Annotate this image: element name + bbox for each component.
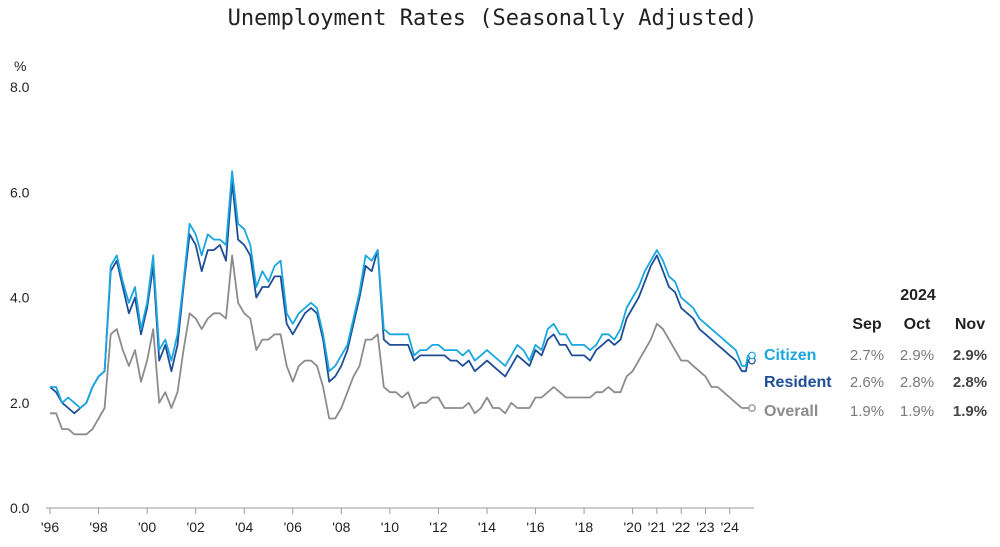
data-label-citizen: 2.9% — [900, 347, 934, 364]
x-tick-label: '98 — [89, 519, 107, 535]
x-tick-label: '08 — [332, 519, 350, 535]
table-month-header: Nov — [955, 316, 985, 333]
data-label-citizen: 2.7% — [850, 347, 884, 364]
x-tick-label: '21 — [648, 519, 666, 535]
x-tick-label: '04 — [235, 519, 253, 535]
x-tick-label: '96 — [41, 519, 59, 535]
data-label-resident: 2.8% — [900, 374, 934, 391]
x-tick-label: '00 — [138, 519, 156, 535]
data-label-overall: 1.9% — [850, 403, 884, 420]
x-tick-label: '06 — [284, 519, 302, 535]
x-tick-label: '20 — [624, 519, 642, 535]
y-tick-label: 2.0 — [10, 395, 30, 411]
data-label-citizen: 2.9% — [953, 347, 987, 364]
data-label-resident: 2.6% — [850, 374, 884, 391]
series-line-overall — [50, 254, 752, 436]
x-tick-label: '16 — [526, 519, 544, 535]
y-tick-label: 8.0 — [10, 79, 30, 95]
table-month-header: Oct — [904, 316, 931, 333]
y-axis-unit-label: % — [14, 58, 26, 74]
x-tick-label: '22 — [672, 519, 690, 535]
chart-title: Unemployment Rates (Seasonally Adjusted) — [227, 6, 758, 31]
x-tick-label: '12 — [429, 519, 447, 535]
data-label-resident: 2.8% — [953, 374, 987, 391]
legend-label-citizen: Citizen — [764, 347, 816, 364]
legend-label-resident: Resident — [764, 374, 832, 391]
data-label-overall: 1.9% — [953, 403, 987, 420]
table-month-header: Sep — [852, 316, 882, 333]
x-tick-label: '24 — [721, 519, 739, 535]
y-tick-label: 4.0 — [10, 290, 30, 306]
table-year-header: 2024 — [900, 287, 936, 304]
y-tick-label: 0.0 — [10, 500, 30, 516]
x-tick-label: '10 — [381, 519, 399, 535]
y-tick-label: 6.0 — [10, 184, 30, 200]
x-tick-label: '18 — [575, 519, 593, 535]
x-tick-label: '14 — [478, 519, 496, 535]
series-line-resident — [49, 180, 752, 415]
x-tick-label: '02 — [187, 519, 205, 535]
series-endpoint-citizen — [748, 351, 756, 360]
x-tick-label: '23 — [696, 519, 714, 535]
series-line-citizen — [50, 170, 752, 409]
series-endpoint-overall — [748, 404, 756, 412]
legend-label-overall: Overall — [764, 403, 818, 420]
data-label-overall: 1.9% — [900, 403, 934, 420]
